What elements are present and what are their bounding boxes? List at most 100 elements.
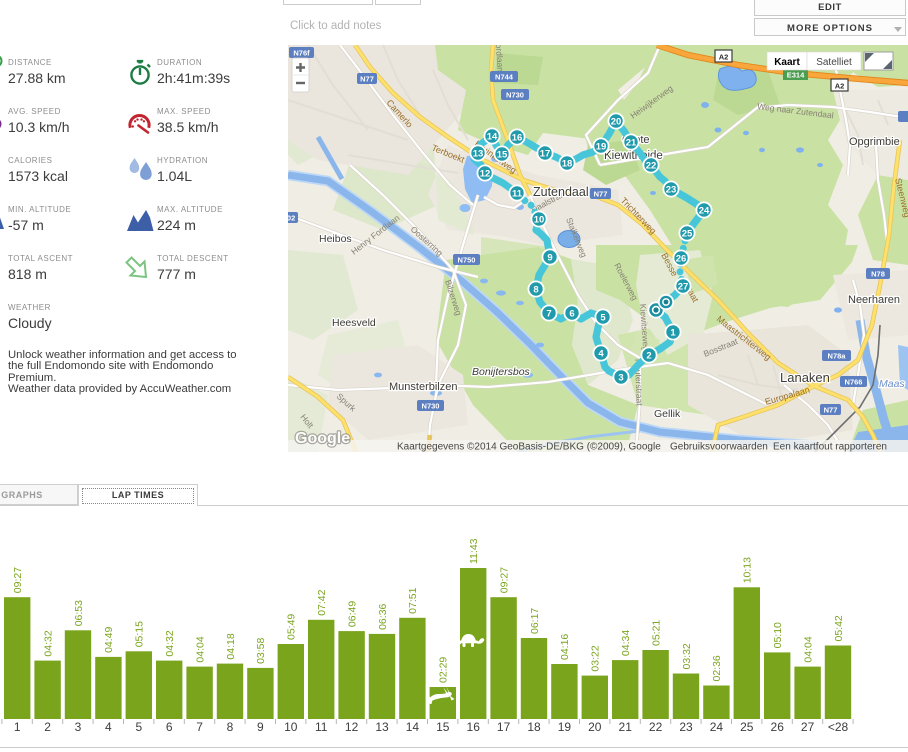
svg-text:1: 1 [14, 720, 21, 734]
svg-text:<28: <28 [828, 720, 849, 734]
svg-text:4: 4 [105, 720, 112, 734]
svg-text:22: 22 [646, 161, 657, 172]
svg-text:Kaart: Kaart [774, 57, 800, 68]
svg-text:13: 13 [473, 149, 484, 160]
svg-text:Lanaken: Lanaken [780, 370, 830, 385]
svg-text:06:36: 06:36 [377, 603, 389, 629]
svg-text:Een kaartfout rapporteren: Een kaartfout rapporteren [773, 442, 887, 453]
svg-text:17: 17 [497, 720, 511, 734]
svg-text:7: 7 [196, 720, 203, 734]
svg-text:19: 19 [558, 720, 572, 734]
svg-text:20: 20 [611, 117, 622, 128]
svg-text:A2: A2 [835, 82, 845, 91]
svg-text:02:36: 02:36 [711, 655, 723, 681]
svg-text:7: 7 [546, 309, 551, 320]
svg-text:21: 21 [626, 138, 637, 149]
svg-text:Google: Google [295, 430, 350, 447]
svg-text:Maas: Maas [879, 378, 905, 390]
svg-text:Zutendaal: Zutendaal [533, 185, 589, 199]
svg-text:09:27: 09:27 [498, 567, 510, 593]
svg-text:Heesveld: Heesveld [332, 317, 376, 329]
svg-text:6: 6 [569, 309, 574, 320]
svg-text:09:27: 09:27 [12, 567, 24, 593]
svg-text:N77: N77 [824, 406, 838, 415]
svg-text:5: 5 [600, 313, 606, 324]
svg-text:04:49: 04:49 [103, 626, 115, 652]
svg-text:10: 10 [284, 720, 298, 734]
svg-text:26: 26 [676, 254, 687, 265]
svg-text:17: 17 [540, 149, 551, 160]
svg-text:Heibos: Heibos [319, 233, 352, 245]
svg-text:N77: N77 [594, 190, 608, 199]
svg-text:14: 14 [487, 132, 498, 143]
svg-text:9: 9 [547, 253, 552, 264]
svg-text:15: 15 [436, 720, 450, 734]
svg-text:Houterstraat: Houterstraat [633, 359, 645, 407]
svg-text:03:58: 03:58 [255, 637, 267, 663]
svg-text:1: 1 [670, 328, 676, 339]
svg-text:Satelliet: Satelliet [816, 57, 852, 68]
svg-text:05:21: 05:21 [650, 620, 662, 646]
svg-text:04:34: 04:34 [620, 630, 632, 656]
svg-text:6: 6 [166, 720, 173, 734]
svg-text:N744: N744 [495, 73, 514, 82]
svg-text:02:29: 02:29 [438, 657, 450, 683]
svg-text:25: 25 [682, 229, 693, 240]
svg-text:24: 24 [710, 720, 724, 734]
svg-text:8: 8 [533, 285, 538, 296]
svg-text:07:51: 07:51 [407, 587, 419, 613]
svg-text:E314: E314 [787, 71, 805, 80]
svg-text:2: 2 [44, 720, 51, 734]
svg-text:07:42: 07:42 [316, 589, 328, 615]
svg-text:Bonijtersbos: Bonijtersbos [472, 366, 531, 378]
svg-text:04:32: 04:32 [42, 630, 54, 656]
svg-text:05:15: 05:15 [134, 621, 146, 647]
svg-text:23: 23 [679, 720, 693, 734]
svg-text:N76f: N76f [293, 49, 310, 58]
svg-text:22: 22 [649, 720, 663, 734]
svg-text:16: 16 [512, 133, 523, 144]
svg-text:N750: N750 [458, 256, 476, 265]
svg-text:Gellik: Gellik [654, 408, 681, 420]
svg-text:24: 24 [699, 206, 710, 217]
svg-text:06:53: 06:53 [73, 600, 85, 626]
svg-text:10: 10 [534, 215, 545, 226]
svg-text:04:16: 04:16 [559, 634, 571, 660]
svg-text:N77: N77 [360, 75, 374, 84]
svg-text:10:13: 10:13 [742, 557, 754, 583]
svg-text:A2: A2 [719, 53, 729, 62]
svg-text:20: 20 [588, 720, 602, 734]
svg-text:2: 2 [646, 351, 651, 362]
svg-text:05:10: 05:10 [772, 622, 784, 648]
svg-text:Kaartgegevens ©2014 GeoBasis-D: Kaartgegevens ©2014 GeoBasis-DE/BKG (©20… [397, 442, 661, 453]
svg-text:3: 3 [618, 373, 623, 384]
svg-text:11:43: 11:43 [468, 538, 480, 564]
svg-text:23: 23 [666, 185, 677, 196]
svg-text:06:49: 06:49 [346, 601, 358, 627]
svg-text:11: 11 [315, 720, 328, 734]
svg-text:18: 18 [527, 720, 541, 734]
svg-text:27: 27 [801, 720, 815, 734]
svg-text:25: 25 [740, 720, 754, 734]
svg-text:5: 5 [135, 720, 142, 734]
svg-text:16: 16 [467, 720, 481, 734]
svg-text:9: 9 [257, 720, 264, 734]
svg-text:19: 19 [596, 142, 607, 153]
svg-text:4: 4 [598, 349, 604, 360]
svg-text:27: 27 [678, 282, 689, 293]
svg-text:04:04: 04:04 [194, 636, 206, 662]
svg-text:05:42: 05:42 [833, 615, 845, 641]
svg-text:04:18: 04:18 [225, 633, 237, 659]
svg-text:N78: N78 [871, 270, 885, 279]
svg-text:03:22: 03:22 [590, 645, 602, 671]
svg-text:18: 18 [562, 159, 573, 170]
svg-text:04:04: 04:04 [802, 636, 814, 662]
svg-text:11: 11 [512, 189, 523, 200]
svg-text:Gebruiksvoorwaarden: Gebruiksvoorwaarden [670, 442, 768, 453]
svg-text:13: 13 [375, 720, 389, 734]
svg-text:21: 21 [619, 720, 633, 734]
svg-text:15: 15 [497, 150, 508, 161]
svg-text:Neerharen: Neerharen [848, 294, 900, 306]
svg-text:05:49: 05:49 [286, 614, 298, 640]
svg-text:12: 12 [345, 720, 359, 734]
